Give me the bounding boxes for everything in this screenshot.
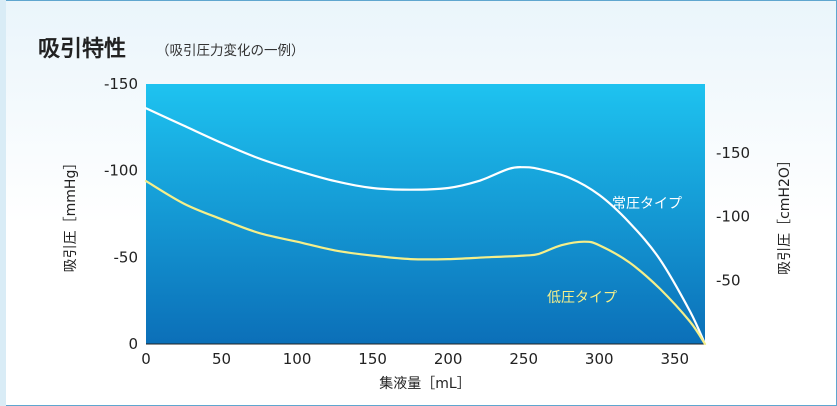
x-tick-label: 100 (283, 350, 312, 368)
x-tick-label: 250 (509, 350, 538, 368)
x-tick-label: 0 (141, 350, 151, 368)
series-group (144, 107, 707, 346)
y-axis-label: 吸引圧［mmHg］ (63, 156, 79, 273)
series-line-normal (144, 107, 707, 346)
series-label-normal: 常圧タイプ (612, 196, 682, 212)
series-line-low (144, 180, 707, 346)
y2-tick-label: -150 (716, 144, 750, 162)
y2-tick-label: -100 (716, 208, 750, 226)
y-tick-label: -100 (104, 162, 138, 180)
x-tick-label: 350 (660, 350, 689, 368)
chart-title: 吸引特性 (38, 37, 127, 62)
x-tick-label: 150 (358, 350, 387, 368)
x-tick-label: 200 (434, 350, 463, 368)
y-tick-label: 0 (128, 335, 138, 353)
left-accent-bar (0, 0, 6, 406)
y-tick-group: 0 -50 -100 -150 (104, 75, 138, 353)
plot-area (146, 84, 705, 344)
x-axis-label: 集液量［mL］ (379, 375, 470, 392)
chart-subtitle: （吸引圧力変化の一例） (156, 43, 305, 59)
x-tick-label: 50 (212, 350, 231, 368)
y2-tick-label: -50 (716, 271, 741, 289)
y-tick-label: -50 (114, 248, 139, 266)
y2-axis-label: 吸引圧［cmH2O］ (777, 153, 793, 275)
series-label-low: 低圧タイプ (547, 290, 617, 306)
x-tick-group: 0 50 100 150 200 250 300 350 (141, 350, 689, 368)
y-tick-label: -150 (104, 75, 138, 93)
y2-tick-group: -50 -100 -150 (716, 144, 750, 289)
x-tick-label: 300 (585, 350, 614, 368)
